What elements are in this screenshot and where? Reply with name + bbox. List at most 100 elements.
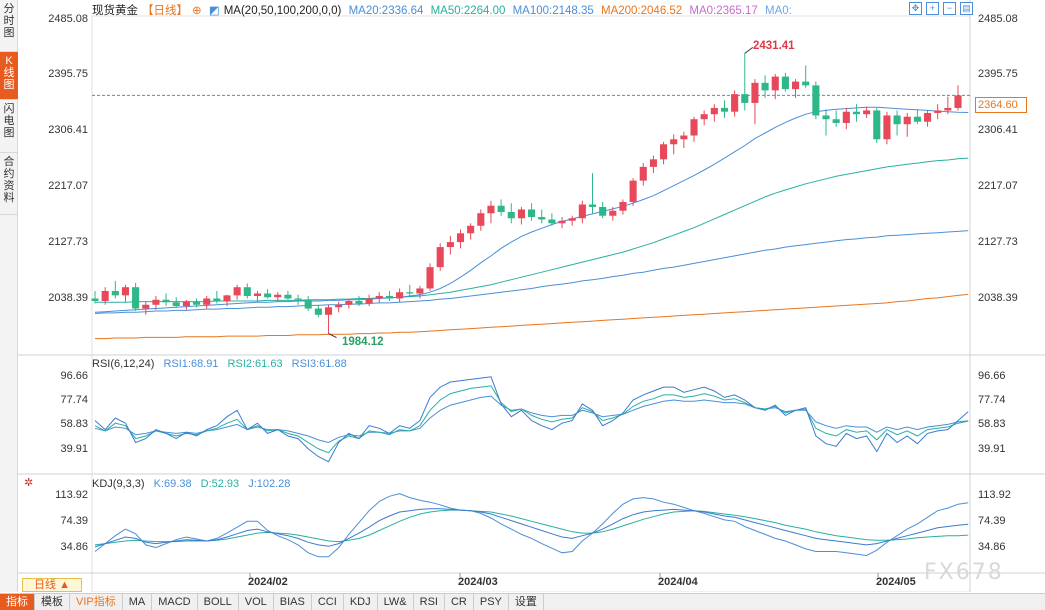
price-label-right: 2127.73 (978, 236, 1018, 248)
indicator-tab[interactable]: KDJ (344, 594, 378, 610)
candle-body (192, 301, 201, 305)
kdj-j-line (94, 493, 969, 558)
ma-settings-label[interactable]: MA(20,50,100,200,0,0) (223, 5, 342, 17)
price-label-right: 2217.07 (978, 180, 1018, 192)
ma20-value: MA20:2336.64 (348, 5, 424, 17)
kdj-d-value: D:52.93 (200, 478, 240, 490)
zoom-in-icon[interactable]: + (926, 2, 939, 15)
price-label-left: 2038.39 (48, 292, 88, 304)
settings-icon[interactable]: ▤ (960, 2, 973, 15)
indicator-tab[interactable]: VOL (239, 594, 274, 610)
candle-body (538, 217, 546, 220)
move-icon[interactable]: ✥ (909, 2, 922, 15)
kdj-axis-label: 34.86 (978, 541, 1006, 553)
low-marker (328, 333, 337, 339)
side-tab[interactable]: 闪电图 (0, 100, 18, 153)
indicator-tab[interactable]: LW& (378, 594, 414, 610)
indicator-tab[interactable]: MA (123, 594, 153, 610)
side-tab-char: 分 (3, 3, 15, 15)
candle-body (203, 298, 211, 305)
candle-body (619, 201, 627, 211)
indicator-tab[interactable]: PSY (474, 594, 509, 610)
side-tab-char: 闪 (3, 103, 15, 115)
candle-body (548, 219, 556, 224)
candle-body (345, 300, 353, 305)
price-label-right: 2485.08 (978, 13, 1018, 25)
candle-body (558, 220, 566, 224)
period-label[interactable]: 【日线】 (142, 5, 188, 17)
period-toggle-icon[interactable]: ⊕ (192, 5, 202, 17)
indicator-tab[interactable]: MACD (152, 594, 198, 610)
kdj-axis-label: 34.86 (60, 541, 88, 553)
candle-body (791, 81, 800, 90)
candle-body (731, 94, 739, 112)
indicator-tab[interactable]: VIP指标 (70, 594, 123, 610)
indicator-tab[interactable]: 指标 (0, 594, 35, 610)
candle-body (700, 114, 708, 120)
rsi-axis-label: 96.66 (978, 370, 1006, 382)
candle-body (101, 290, 109, 301)
zoom-out-icon[interactable]: − (943, 2, 956, 15)
candle-body (568, 218, 576, 221)
chart-tools: ✥ + − ▤ (909, 2, 973, 16)
current-price-tag: 2364.60 (975, 97, 1027, 113)
indicator-tab[interactable]: CR (445, 594, 474, 610)
candle-body (426, 267, 434, 289)
candle-body (294, 298, 302, 300)
rsi-axis-label: 58.83 (60, 418, 88, 430)
candle-body (741, 94, 749, 103)
ma50-line (95, 157, 969, 303)
kdj-j-value: J:102.28 (248, 478, 291, 490)
rsi-axis-label: 77.74 (60, 394, 88, 406)
price-label-left: 2306.41 (48, 124, 88, 136)
candle-body (507, 211, 515, 219)
indicator-tab[interactable]: CCI (312, 594, 344, 610)
ma0b-value: MA0: (765, 5, 792, 17)
candle-body (670, 139, 678, 145)
candle-body (375, 295, 383, 299)
candle-body (213, 298, 221, 301)
price-label-right: 2306.41 (978, 124, 1018, 136)
low-annotation: 1984.12 (342, 336, 384, 348)
candle-body (416, 288, 424, 294)
x-date-label: 2024/05 (876, 576, 916, 588)
period-select-button[interactable]: 日线 ▲ (22, 578, 82, 592)
candle-body (954, 95, 962, 108)
rsi-axis-label: 96.66 (60, 370, 88, 382)
candle-body (599, 206, 607, 216)
price-label-right: 2038.39 (978, 292, 1018, 304)
kdj-axis-label: 113.92 (978, 489, 1011, 501)
indicator-tab[interactable]: RSI (414, 594, 445, 610)
candle-body (152, 299, 160, 305)
kdj-title[interactable]: KDJ(9,3,3) (92, 478, 145, 490)
instrument-title: 现货黄金 (92, 5, 138, 17)
candle-body (182, 301, 190, 307)
side-tab-char: 资 (3, 180, 15, 192)
side-tab[interactable]: 合约资料 (0, 153, 18, 215)
candle-body (264, 293, 272, 298)
ma-settings-icon[interactable]: ◩ (208, 5, 220, 17)
indicator-tab[interactable]: 模板 (35, 594, 70, 610)
x-date-label: 2024/03 (458, 576, 498, 588)
rsi-axis-label: 58.83 (978, 418, 1006, 430)
rsi-title[interactable]: RSI(6,12,24) (92, 358, 155, 370)
rsi2-value: RSI2:61.63 (227, 358, 283, 370)
kdj-axis-label: 113.92 (55, 489, 88, 501)
kdj-legend: KDJ(9,3,3) K:69.38 D:52.93 J:102.28 (92, 478, 296, 490)
kdj-settings-icon[interactable]: ✲ (24, 477, 34, 489)
x-date-label: 2024/04 (658, 576, 698, 588)
candle-body (467, 225, 475, 234)
indicator-tab[interactable]: BOLL (198, 594, 239, 610)
candle-body (274, 294, 282, 298)
side-tab[interactable]: 分时图 (0, 0, 18, 52)
candle-body (710, 107, 718, 115)
chart-canvas[interactable] (0, 0, 1045, 592)
indicator-tab[interactable]: 设置 (509, 594, 544, 610)
rsi3-value: RSI3:61.88 (291, 358, 347, 370)
ma100-value: MA100:2148.35 (512, 5, 594, 17)
indicator-tab[interactable]: BIAS (274, 594, 312, 610)
ma0-value: MA0:2365.17 (689, 5, 758, 17)
candle-body (111, 290, 119, 296)
candle-body (436, 247, 444, 268)
